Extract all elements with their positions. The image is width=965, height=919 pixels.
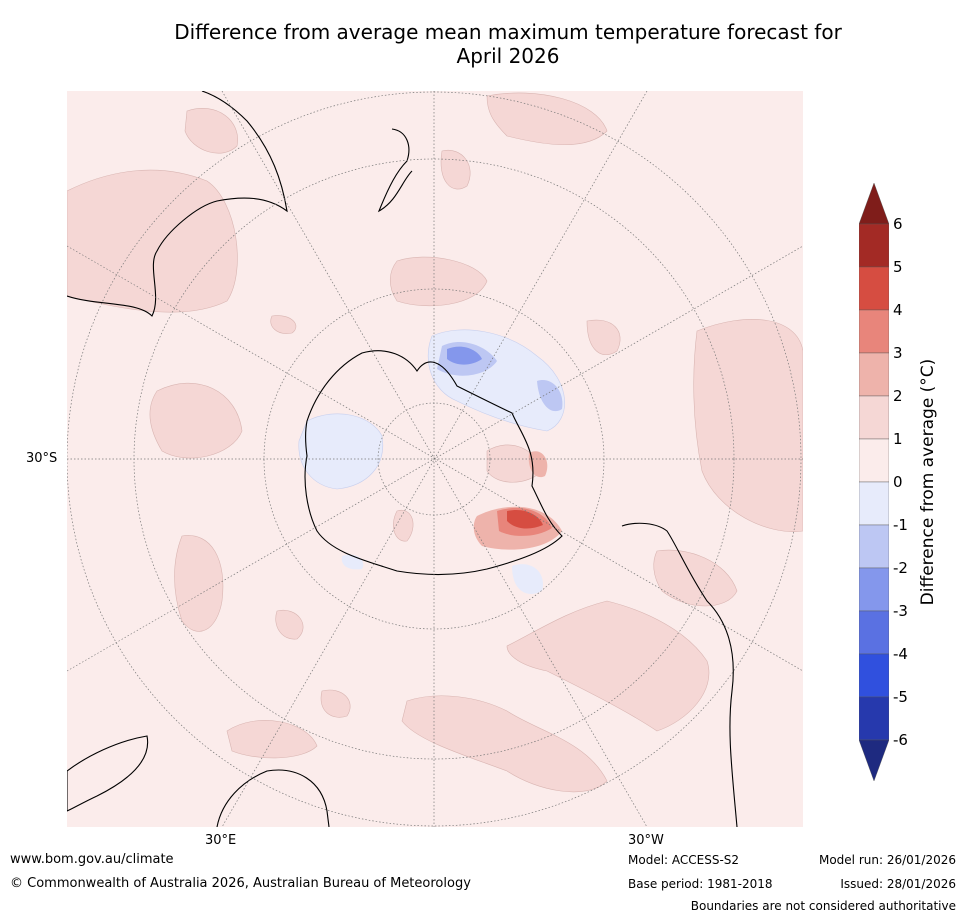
colorbar-tick-label: -5 [893,688,908,706]
colorbar-bin [858,524,890,569]
colorbar-tick-label: 3 [893,344,903,362]
footer-base-period: Base period: 1981-2018 [628,877,773,891]
colorbar-bin [858,266,890,311]
colorbar-tick-label: -6 [893,731,908,749]
colorbar-bin [858,395,890,440]
legend-colorbar [858,182,890,782]
longitude-label-30e: 30°E [205,833,237,848]
colorbar-tick-label: 6 [893,215,903,233]
map-panel [67,91,803,827]
colorbar-tick-label: -2 [893,559,908,577]
colorbar-tick-label: 0 [893,473,903,491]
footer-copyright: © Commonwealth of Australia 2026, Austra… [10,876,471,891]
colorbar-bin [858,352,890,397]
africa-coast [67,735,149,812]
new-zealand-coast [377,128,413,213]
map-title-line1: Difference from average mean maximum tem… [174,20,842,44]
colorbar-tick-label: 5 [893,258,903,276]
longitude-label-30w: 30°W [628,833,664,848]
colorbar-tick-label: 1 [893,430,903,448]
footer-disclaimer: Boundaries are not considered authoritat… [690,899,956,913]
south-america-coast [621,522,738,827]
footer-model-run: Model run: 26/01/2026 [818,853,956,867]
colorbar-bin [858,653,890,698]
colorbar-tick-label: -3 [893,602,908,620]
map-title-line2: April 2026 [456,44,560,68]
legend-title-text: Difference from average (°C) [918,358,938,606]
footer-issued: Issued: 28/01/2026 [840,877,956,891]
warm-anomaly-1-2 [67,92,803,793]
australia-coast [67,91,288,317]
madagascar-coast [216,769,330,827]
colorbar-tick-label: -1 [893,516,908,534]
footer-model: Model: ACCESS-S2 [628,853,740,867]
footer-website[interactable]: www.bom.gov.au/climate [10,852,174,867]
colorbar-bin [858,309,890,354]
map-title: Difference from average mean maximum tem… [0,20,965,68]
colorbar-bin [858,567,890,612]
colorbar-bin [858,696,890,741]
latitude-label-30s: 30°S [26,451,58,466]
colorbar-bin [858,223,890,268]
colorbar-tick-label: 2 [893,387,903,405]
graticule [67,91,803,827]
coastlines [67,91,738,827]
colorbar-bin [858,610,890,655]
colorbar-bin [858,182,890,225]
antarctica-coast [304,350,563,576]
colorbar-tick-label: 4 [893,301,903,319]
colorbar-svg [858,182,890,782]
colorbar-bin [858,739,890,782]
cool-anomalies [298,329,565,594]
polar-map [67,91,803,827]
colorbar-bin [858,438,890,483]
colorbar-tick-label: -4 [893,645,908,663]
warm-anomaly-4-5 [507,509,543,529]
colorbar-bin [858,481,890,526]
